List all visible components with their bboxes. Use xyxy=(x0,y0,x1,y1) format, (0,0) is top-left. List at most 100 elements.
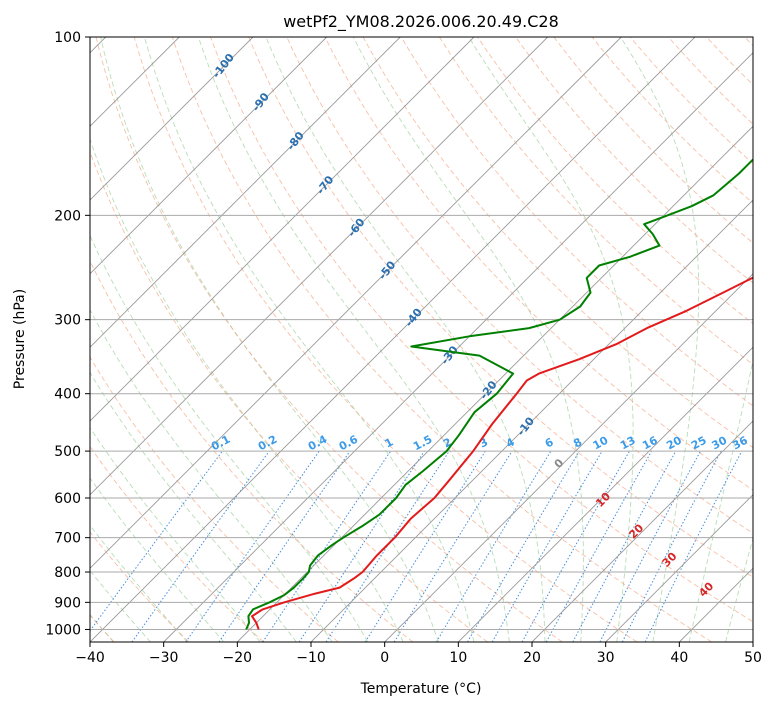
moist-adiabat-line xyxy=(468,37,634,642)
moist-adiabat-label: 0 xyxy=(552,456,567,471)
mixing-ratio-label: 6 xyxy=(543,435,556,450)
moist-adiabat-line xyxy=(90,524,188,642)
dry-adiabat-line xyxy=(210,37,753,623)
plot-frame xyxy=(89,36,754,643)
mixing-ratio-line xyxy=(185,450,320,642)
x-tick-label: −30 xyxy=(149,650,179,666)
mixing-ratio-label: 0.2 xyxy=(256,433,279,454)
moist-adiabat-line xyxy=(90,137,404,642)
mixing-ratio-label: 16 xyxy=(640,434,660,453)
mixing-ratio-line xyxy=(218,450,351,642)
isotherm-line xyxy=(457,346,753,642)
x-axis-label: Temperature (°C) xyxy=(360,681,482,697)
y-axis-label: Pressure (hPa) xyxy=(12,289,28,389)
isotherm-line xyxy=(678,567,753,642)
temperature-profile-line xyxy=(251,276,753,630)
dry-adiabat-line xyxy=(90,445,264,642)
mixing-ratio-line xyxy=(393,450,513,642)
mixing-ratio-label: 0.6 xyxy=(337,433,361,454)
y-tick-label: 900 xyxy=(54,595,81,611)
dry-adiabat-line xyxy=(439,37,753,365)
x-tick-label: 40 xyxy=(670,650,688,666)
x-axis: −40 −30 −20 −10 0 10 20 30 40 50 xyxy=(75,642,762,666)
mixing-ratio-label: 13 xyxy=(618,434,638,453)
isotherm-line xyxy=(384,273,753,642)
isotherm-line xyxy=(90,37,549,496)
mixing-ratio-label: 1 xyxy=(383,435,396,450)
y-tick-label: 500 xyxy=(54,444,81,460)
isotherm-line xyxy=(531,420,753,642)
mixing-ratio-line xyxy=(644,450,743,642)
isotherm-line xyxy=(90,37,622,569)
dry-adiabat-line xyxy=(744,37,753,47)
dry-adiabat-line xyxy=(591,37,753,204)
mixing-ratio-line xyxy=(364,450,486,642)
dewpoint-profile-line xyxy=(245,158,753,630)
y-tick-label: 700 xyxy=(54,531,81,547)
mixing-ratio-line xyxy=(298,450,425,642)
dry-adiabat-line xyxy=(324,37,753,491)
x-tick-label: −10 xyxy=(296,650,326,666)
mixing-ratio-label: 1.5 xyxy=(411,433,434,454)
y-tick-label: 400 xyxy=(54,387,81,403)
moist-adiabat-line xyxy=(688,358,753,642)
moist-adiabat-label: 40 xyxy=(696,579,716,599)
y-tick-label: 100 xyxy=(54,30,81,46)
y-tick-label: 600 xyxy=(54,491,81,507)
y-tick-label: 800 xyxy=(54,565,81,581)
isotherm-line xyxy=(605,494,753,642)
mixing-ratio-line xyxy=(131,450,270,642)
dry-adiabat-line xyxy=(400,37,753,407)
x-tick-label: 20 xyxy=(523,650,541,666)
y-tick-label: 1000 xyxy=(45,622,81,638)
dry-adiabat-line xyxy=(90,259,414,642)
isotherm-line xyxy=(90,37,696,642)
x-tick-label: 10 xyxy=(449,650,467,666)
moist-adiabat-line xyxy=(90,234,369,642)
y-axis: 100 200 300 400 500 600 700 800 900 1000 xyxy=(45,30,90,638)
mixing-ratio-label: 36 xyxy=(730,434,750,453)
isotherm-line xyxy=(310,199,753,642)
x-tick-label: 30 xyxy=(597,650,615,666)
isotherm-line xyxy=(236,125,753,642)
mixing-ratio-line xyxy=(572,450,677,642)
moist-adiabat-line xyxy=(90,308,333,642)
moist-adiabat-line xyxy=(90,477,225,642)
dry-adiabat-line xyxy=(171,37,712,642)
mixing-ratio-label: 10 xyxy=(591,434,611,453)
moist-adiabat-label: 10 xyxy=(593,490,613,510)
moist-adiabat-line xyxy=(144,37,475,642)
mixing-ratio-line xyxy=(262,450,392,642)
isotherm-line xyxy=(90,37,401,348)
chart-title: wetPf2_YM08.2026.006.20.49.C28 xyxy=(283,12,559,32)
y-tick-label: 300 xyxy=(54,313,81,329)
dry-adiabat-line xyxy=(95,37,563,642)
moist-adiabat-line xyxy=(352,37,584,642)
isotherm-line xyxy=(163,52,753,642)
dry-adiabat-line xyxy=(133,37,638,642)
dry-adiabat-line xyxy=(90,150,488,642)
dry-adiabat-line xyxy=(668,37,753,125)
y-tick-label: 200 xyxy=(54,208,81,224)
moist-adiabat-line xyxy=(265,37,546,642)
dry-adiabat-label: -100 xyxy=(210,51,237,81)
grid-layer: -100-90-80-70-60-50-40-30-20-100.1 0.2 0.4… xyxy=(90,37,753,642)
mixing-ratio-label: 30 xyxy=(710,434,730,453)
isotherm-line xyxy=(90,37,475,422)
isotherm-line xyxy=(90,37,328,275)
isotherm-line xyxy=(90,37,254,201)
mixing-ratio-line xyxy=(435,450,552,642)
isotherm-line xyxy=(752,641,753,642)
mixing-ratio-line xyxy=(325,450,450,642)
moist-adiabat-label: 30 xyxy=(660,549,680,569)
dry-adiabat-line xyxy=(90,531,190,642)
dry-adiabat-line xyxy=(90,356,339,642)
mixing-ratio-label: 25 xyxy=(689,434,709,453)
moist-adiabat-line xyxy=(197,37,510,642)
moist-adiabat-line xyxy=(725,536,753,642)
mixing-ratio-line xyxy=(521,450,630,642)
dry-adiabat-line xyxy=(553,37,753,244)
mixing-ratio-label: 0.4 xyxy=(306,433,330,454)
mixing-ratio-line xyxy=(545,450,653,642)
dry-adiabat-line xyxy=(706,37,753,86)
